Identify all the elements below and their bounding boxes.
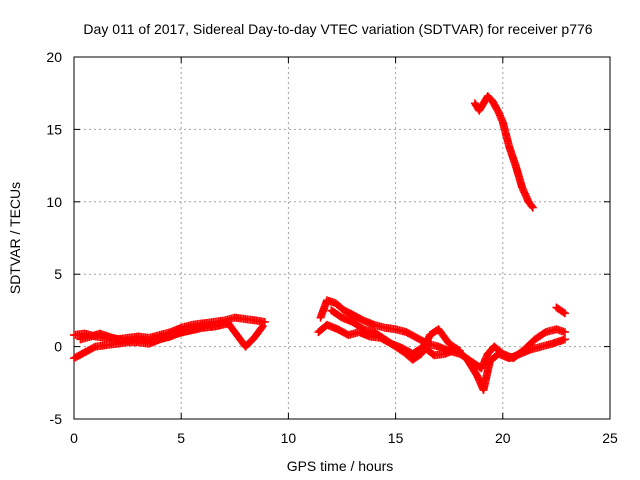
x-tick-label: 25 — [602, 430, 618, 446]
y-tick-labels: -5 0 5 10 15 20 — [46, 49, 62, 427]
plot-frame — [73, 56, 611, 420]
chart-title: Day 011 of 2017, Sidereal Day-to-day VTE… — [83, 21, 592, 37]
x-tick-label: 20 — [495, 430, 511, 446]
data-point — [257, 323, 266, 332]
y-axis-label: SDTVAR / TECUs — [7, 182, 23, 294]
y-tick-label: -5 — [50, 411, 63, 427]
y-tick-label: 0 — [54, 339, 62, 355]
series-arc-8 — [552, 303, 569, 318]
axis-ticks — [73, 56, 611, 420]
x-tick-label: 15 — [388, 430, 404, 446]
series-arc-7 — [470, 92, 537, 212]
data-point — [528, 203, 537, 212]
data-points — [70, 92, 569, 395]
gridlines — [74, 57, 610, 419]
data-point — [560, 328, 569, 337]
series-arc-3 — [76, 319, 267, 351]
y-tick-label: 5 — [54, 266, 62, 282]
y-tick-label: 10 — [46, 194, 62, 210]
x-tick-label: 5 — [177, 430, 185, 446]
data-point — [560, 309, 569, 318]
series-arc-6 — [327, 306, 464, 364]
data-point — [455, 346, 464, 355]
data-point — [258, 322, 267, 331]
data-point — [560, 335, 569, 344]
x-tick-label: 10 — [281, 430, 297, 446]
data-point — [454, 346, 463, 355]
data-point — [527, 202, 536, 211]
data-point — [260, 317, 269, 326]
data-point — [559, 308, 568, 317]
y-tick-label: 20 — [46, 49, 62, 65]
x-axis-label: GPS time / hours — [287, 458, 394, 474]
y-tick-label: 15 — [46, 121, 62, 137]
x-tick-labels: 0 5 10 15 20 25 — [70, 430, 618, 446]
x-tick-label: 0 — [70, 430, 78, 446]
